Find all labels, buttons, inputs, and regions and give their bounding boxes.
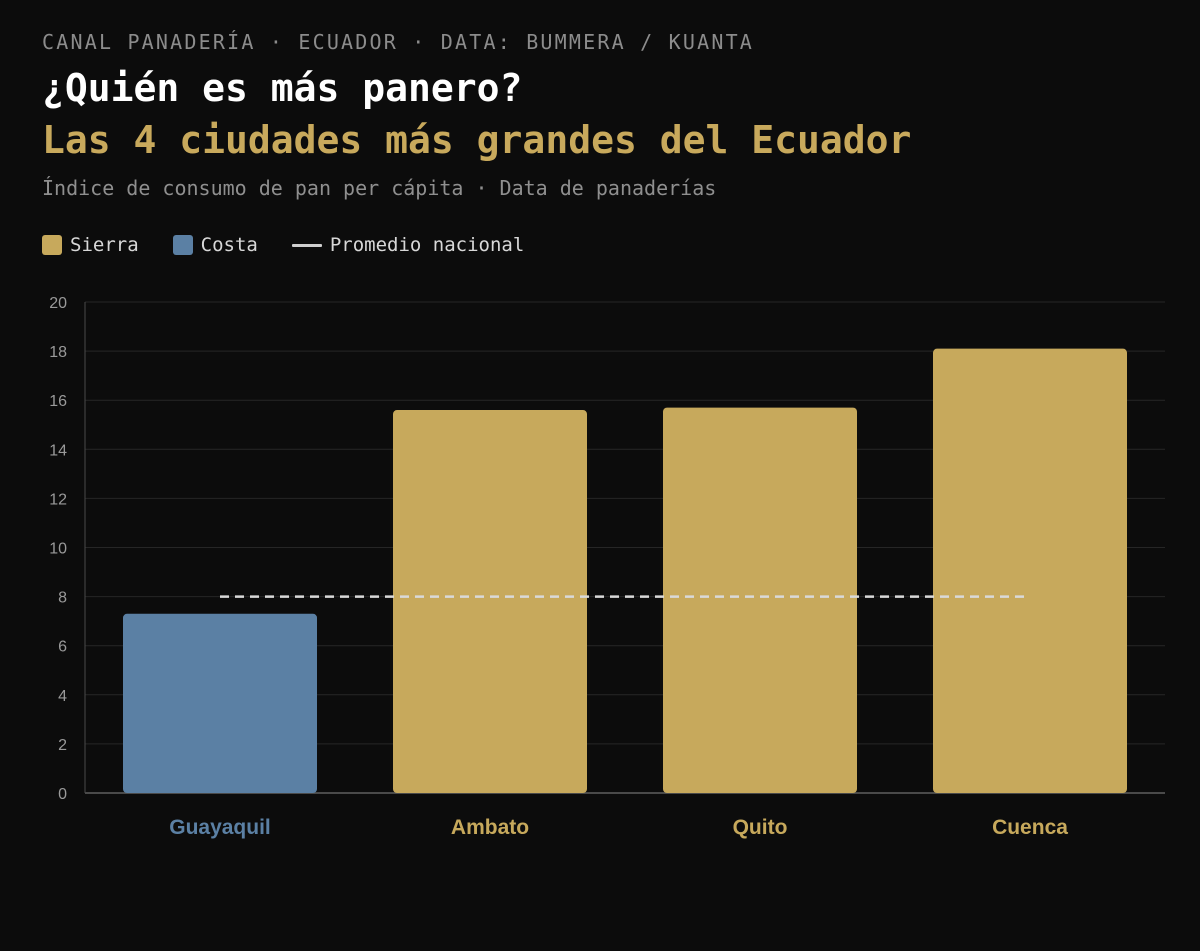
legend-label-average: Promedio nacional xyxy=(329,234,525,256)
chart-subtitle: Las 4 ciudades más grandes del Ecuador xyxy=(42,118,912,162)
legend-label-sierra: Sierra xyxy=(70,234,139,256)
y-tick-label: 8 xyxy=(58,590,67,607)
y-tick-label: 18 xyxy=(49,344,67,361)
chart-legend: Sierra Costa Promedio nacional xyxy=(42,234,558,256)
x-category-label: Guayaquil xyxy=(169,816,271,839)
legend-swatch-sierra xyxy=(42,235,62,255)
x-category-label: Ambato xyxy=(451,816,529,839)
chart-title: ¿Quién es más panero? xyxy=(42,66,523,110)
y-tick-label: 10 xyxy=(49,541,67,558)
y-tick-label: 12 xyxy=(49,491,67,508)
legend-label-costa: Costa xyxy=(200,234,258,256)
chart-kicker: CANAL PANADERÍA · ECUADOR · DATA: BUMMER… xyxy=(42,30,755,54)
y-tick-label: 4 xyxy=(58,688,67,705)
y-tick-label: 2 xyxy=(58,737,67,754)
y-tick-label: 16 xyxy=(49,393,67,410)
y-tick-label: 6 xyxy=(58,639,67,656)
y-tick-label: 20 xyxy=(49,295,67,312)
legend-swatch-costa xyxy=(172,235,193,255)
legend-swatch-average xyxy=(291,243,322,247)
bar-chart: 0 2 4 6 8 10 12 14 16 18 20 Guayaquil Ambato Quito Cue… xyxy=(49,295,1165,839)
y-tick-label: 14 xyxy=(49,442,67,459)
bar-guayaquil xyxy=(123,613,317,793)
x-category-label: Cuenca xyxy=(992,816,1068,839)
bar-quito xyxy=(663,407,857,793)
bar-layer xyxy=(123,348,1127,793)
chart-description: Índice de consumo de pan per cápita · Da… xyxy=(42,176,717,200)
x-category-label: Quito xyxy=(733,816,788,839)
bar-ambato xyxy=(393,410,587,793)
y-tick-label: 0 xyxy=(58,786,67,803)
label-layer: 0 2 4 6 8 10 12 14 16 18 20 Guayaquil Ambato Quito Cue… xyxy=(49,295,1068,839)
legend-item-average: Promedio nacional xyxy=(291,234,525,256)
bar-cuenca xyxy=(933,348,1127,793)
legend-item-costa: Costa xyxy=(172,234,258,256)
legend-item-sierra: Sierra xyxy=(42,234,139,256)
